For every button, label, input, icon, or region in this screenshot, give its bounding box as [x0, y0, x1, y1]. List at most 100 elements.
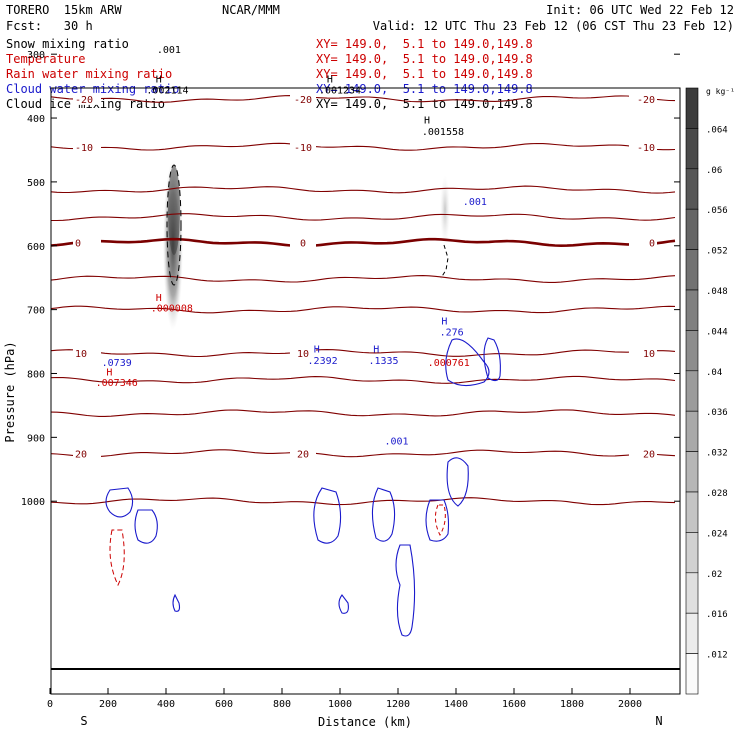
field-annotation: .2392 — [308, 356, 338, 367]
contour-label-bg — [629, 92, 657, 105]
contour-label: 10 — [75, 349, 87, 360]
contour-label-bg — [629, 347, 657, 360]
cloud-water-contour — [395, 544, 416, 637]
field-annotation: .002114 — [146, 85, 188, 96]
contour-label: -40 — [294, 21, 312, 32]
legend-label-cloud-water: Cloud water mixing ratio — [6, 82, 180, 96]
colorbar-tick-label: .036 — [706, 408, 728, 418]
x-tick-label: 200 — [99, 699, 117, 710]
legend-label-rain: Rain water mixing ratio — [6, 67, 173, 81]
field-annotation: H — [156, 74, 162, 85]
temperature-contour — [51, 22, 675, 29]
x-tick-label: 1600 — [502, 699, 526, 710]
field-annotation: .001 — [385, 437, 409, 448]
contour-label-bg — [73, 19, 101, 31]
contour-label: -50 — [75, 0, 93, 1]
field-annotation: .276 — [440, 327, 464, 338]
field-annotation: .1335 — [368, 356, 398, 367]
colorbar-tick-label: .044 — [706, 327, 728, 337]
contour-label: -40 — [637, 21, 655, 32]
colorbar-segment — [685, 128, 699, 170]
legend-xy-snow: XY= 149.0, 5.1 to 149.0,149.8 — [316, 37, 533, 51]
snow-contour — [440, 244, 449, 279]
temperature-contour — [51, 497, 676, 506]
field-annotation: .001558 — [422, 127, 464, 138]
x-tick-label: 1400 — [444, 699, 468, 710]
endpoint-south: S — [80, 714, 87, 728]
colorbar-segment — [685, 532, 699, 574]
colorbar-tick-label: .064 — [706, 125, 728, 135]
temperature-contour — [51, 185, 676, 194]
contour-label-bg — [290, 236, 316, 249]
field-annotation: .000008 — [151, 304, 193, 315]
contour-label-bg — [73, 140, 101, 153]
x-tick-label: 0 — [47, 699, 53, 710]
field-annotation: .007346 — [96, 378, 138, 389]
colorbar-segment — [685, 653, 699, 695]
colorbar-tick-label: .028 — [706, 489, 728, 499]
cloud-water-contour — [445, 338, 490, 387]
snow-shading-core — [168, 165, 180, 255]
plot-frame — [50, 87, 681, 695]
contour-label: -20 — [637, 95, 655, 106]
cloud-water-contour — [105, 487, 134, 518]
temperature-contour — [51, 449, 676, 458]
y-tick-label: 900 — [27, 433, 45, 444]
temperature-contour — [51, 349, 676, 358]
cloud-water-contour — [338, 594, 349, 614]
field-annotation: .001 — [463, 197, 487, 208]
x-tick-label: 1000 — [328, 699, 352, 710]
legend-xy-cloud-water: XY= 149.0, 5.1 to 149.0,149.8 — [316, 82, 533, 96]
field-annotation: .001234 — [319, 85, 361, 96]
contour-label: 20 — [297, 449, 309, 460]
contour-label-bg — [73, 347, 101, 360]
model-title: TORERO 15km ARW — [6, 3, 122, 17]
contour-label: 0 — [300, 239, 306, 250]
field-annotation: H — [156, 293, 162, 304]
contour-label: -10 — [294, 143, 312, 154]
contour-label: 10 — [297, 349, 309, 360]
colorbar-tick-label: .02 — [706, 570, 722, 580]
colorbar-tick-label: .04 — [706, 368, 722, 378]
x-tick-label: 800 — [273, 699, 291, 710]
field-annotation: H — [314, 345, 320, 356]
valid-time: Valid: 12 UTC Thu 23 Feb 12 (06 CST Thu … — [372, 19, 734, 33]
temperature-contour — [51, 64, 675, 71]
colorbar-segment — [685, 491, 699, 533]
x-tick-label: 400 — [157, 699, 175, 710]
colorbar-tick-label: .024 — [706, 529, 728, 539]
colorbar-segment — [685, 168, 699, 210]
contour-label-bg — [290, 92, 316, 105]
legend-label-temperature: Temperature — [6, 52, 86, 66]
contour-label-bg — [629, 19, 657, 31]
colorbar-tick-label: .012 — [706, 651, 728, 661]
temperature-contour — [51, 275, 676, 283]
y-tick-label: 700 — [27, 306, 45, 317]
contour-label: -10 — [637, 143, 655, 154]
contour-label: -10 — [75, 143, 93, 154]
temperature-contour — [51, 95, 676, 103]
rain-contour — [434, 504, 446, 537]
contour-label-bg — [629, 61, 657, 73]
x-axis-title: Distance (km) — [318, 715, 412, 729]
x-tick-label: 1800 — [560, 699, 584, 710]
temperature-contour — [51, 305, 676, 314]
colorbar-segment — [685, 249, 699, 291]
y-tick-label: 400 — [27, 114, 45, 125]
rain-contour — [109, 529, 125, 587]
contour-label-bg — [629, 447, 657, 460]
cloud-water-contour — [483, 337, 501, 382]
snow-contour — [166, 164, 182, 286]
contour-label: -20 — [75, 95, 93, 106]
contour-label: -30 — [637, 63, 655, 74]
contour-label: -40 — [75, 21, 93, 32]
y-axis-title: Pressure (hPa) — [3, 341, 17, 442]
y-tick-label: 1000 — [21, 497, 45, 508]
colorbar-segment — [685, 451, 699, 493]
colorbar-segment — [685, 330, 699, 372]
y-tick-label: 500 — [27, 178, 45, 189]
contour-label-bg — [629, 236, 657, 249]
temperature-contour — [51, 409, 676, 417]
colorbar-unit: g kg⁻¹ — [706, 87, 735, 96]
